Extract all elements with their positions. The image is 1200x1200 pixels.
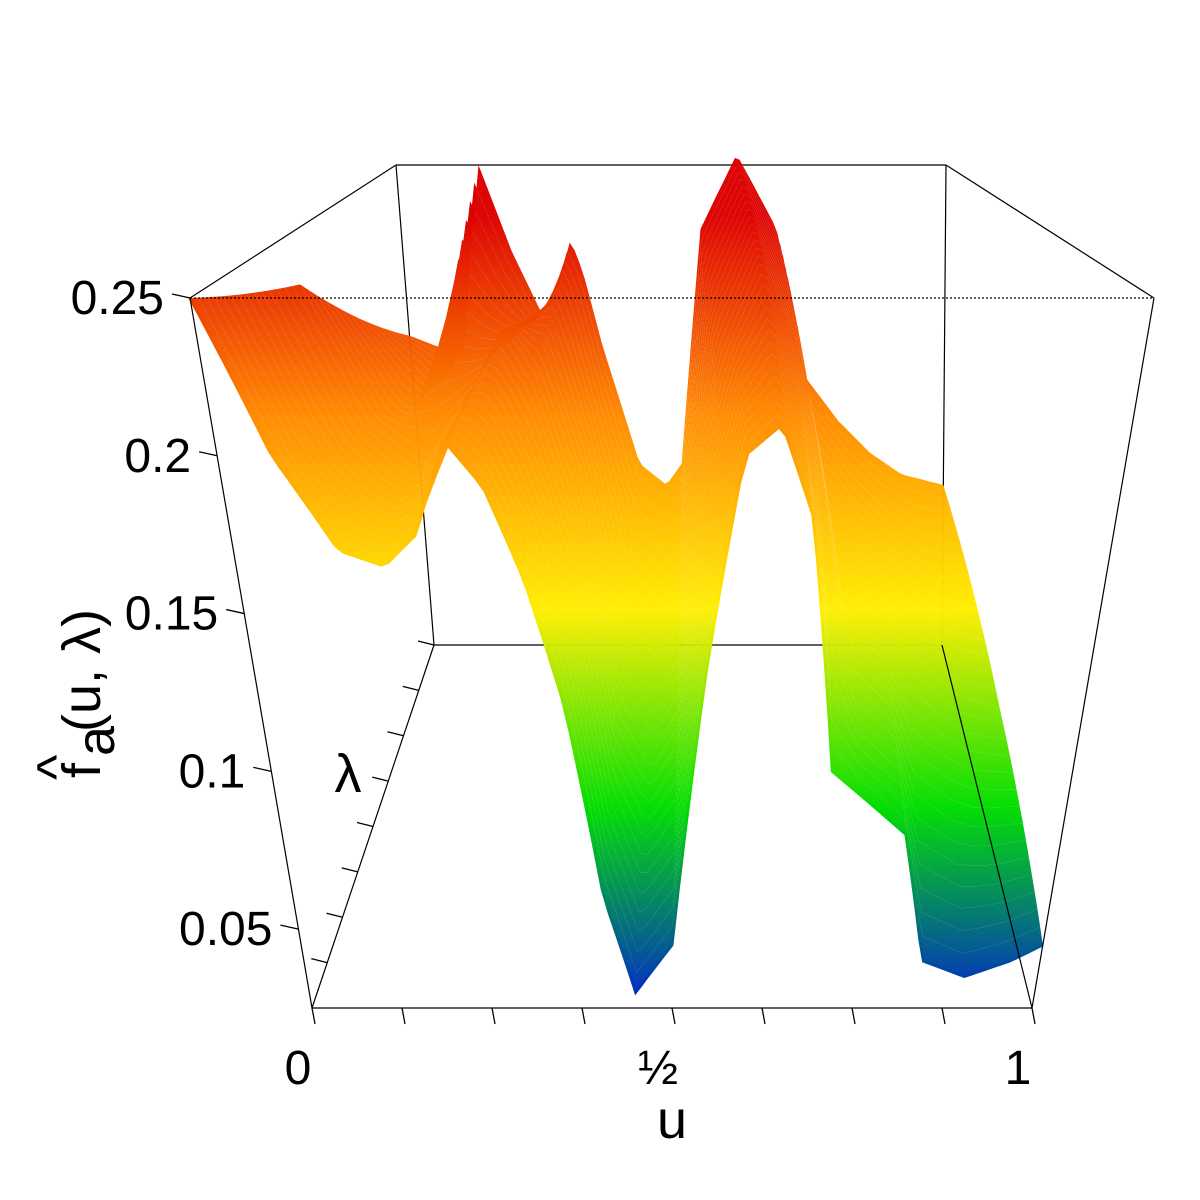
lambda-tick bbox=[356, 821, 374, 828]
z-tick bbox=[198, 451, 218, 457]
surface-strip bbox=[269, 289, 1014, 802]
z-tick bbox=[226, 608, 245, 615]
z-tick-label: 0.25 bbox=[71, 272, 164, 325]
z-label-hat: ^ bbox=[26, 754, 86, 780]
bounding-box-front bbox=[189, 297, 1155, 1009]
surface-strip bbox=[380, 179, 961, 550]
x-tick bbox=[761, 1007, 766, 1025]
lambda-tick bbox=[372, 776, 389, 782]
z-axis-label: ^fa(u, λ) bbox=[26, 609, 126, 780]
tick-layer bbox=[171, 293, 1036, 1025]
surface-strip bbox=[357, 201, 974, 601]
y-axis-label: λ bbox=[335, 744, 362, 804]
surface-strip bbox=[246, 292, 1023, 855]
z-tick-label: 0.1 bbox=[179, 745, 246, 798]
box-edge-back bbox=[945, 164, 1155, 299]
x-tick-label: 0 bbox=[285, 1042, 312, 1095]
lambda-tick bbox=[417, 640, 435, 646]
z-tick-label: 0.2 bbox=[124, 430, 191, 483]
lambda-tick bbox=[326, 912, 343, 918]
box-edge-back bbox=[189, 164, 397, 299]
box-edge-front bbox=[1031, 297, 1155, 1009]
z-label-base: f bbox=[52, 762, 112, 778]
surface-strip bbox=[373, 186, 966, 567]
x-tick bbox=[491, 1007, 496, 1025]
z-label-args: (u, λ) bbox=[52, 609, 112, 732]
lambda-tick bbox=[341, 867, 358, 873]
x-tick bbox=[401, 1007, 406, 1025]
surface-strip bbox=[261, 290, 1017, 819]
z-tick bbox=[280, 924, 299, 930]
x-tick bbox=[1031, 1007, 1036, 1025]
box-edge-front bbox=[941, 644, 1033, 1009]
z-label-sub: a bbox=[66, 725, 126, 756]
x-tick bbox=[311, 1007, 316, 1025]
x-tick bbox=[581, 1007, 586, 1025]
x-tick-label: 1 bbox=[1005, 1042, 1032, 1095]
surface-strip bbox=[253, 291, 1020, 837]
surface-front-edge bbox=[188, 297, 1044, 996]
lambda-tick bbox=[387, 731, 404, 737]
surface-strip bbox=[349, 208, 978, 619]
z-tick bbox=[171, 293, 191, 299]
surface-strip bbox=[388, 172, 957, 533]
x-tick-label: ½ bbox=[638, 1042, 678, 1095]
surface-layer bbox=[188, 157, 1044, 996]
z-tick bbox=[253, 766, 272, 772]
x-tick bbox=[671, 1007, 676, 1025]
z-tick-label: 0.05 bbox=[179, 903, 272, 956]
z-tick-label: 0.15 bbox=[125, 588, 218, 641]
x-axis-label: u bbox=[657, 1090, 687, 1150]
label-layer: 0 ½ 1 0.05 0.1 0.15 0.2 0.25 u λ ^fa(u, λ) bbox=[26, 272, 1031, 1150]
lambda-tick bbox=[311, 957, 328, 964]
x-tick bbox=[851, 1007, 856, 1025]
surface-strip bbox=[365, 193, 970, 584]
x-tick bbox=[941, 1007, 946, 1025]
lambda-tick bbox=[402, 685, 419, 692]
box-edge-front bbox=[189, 297, 313, 1009]
